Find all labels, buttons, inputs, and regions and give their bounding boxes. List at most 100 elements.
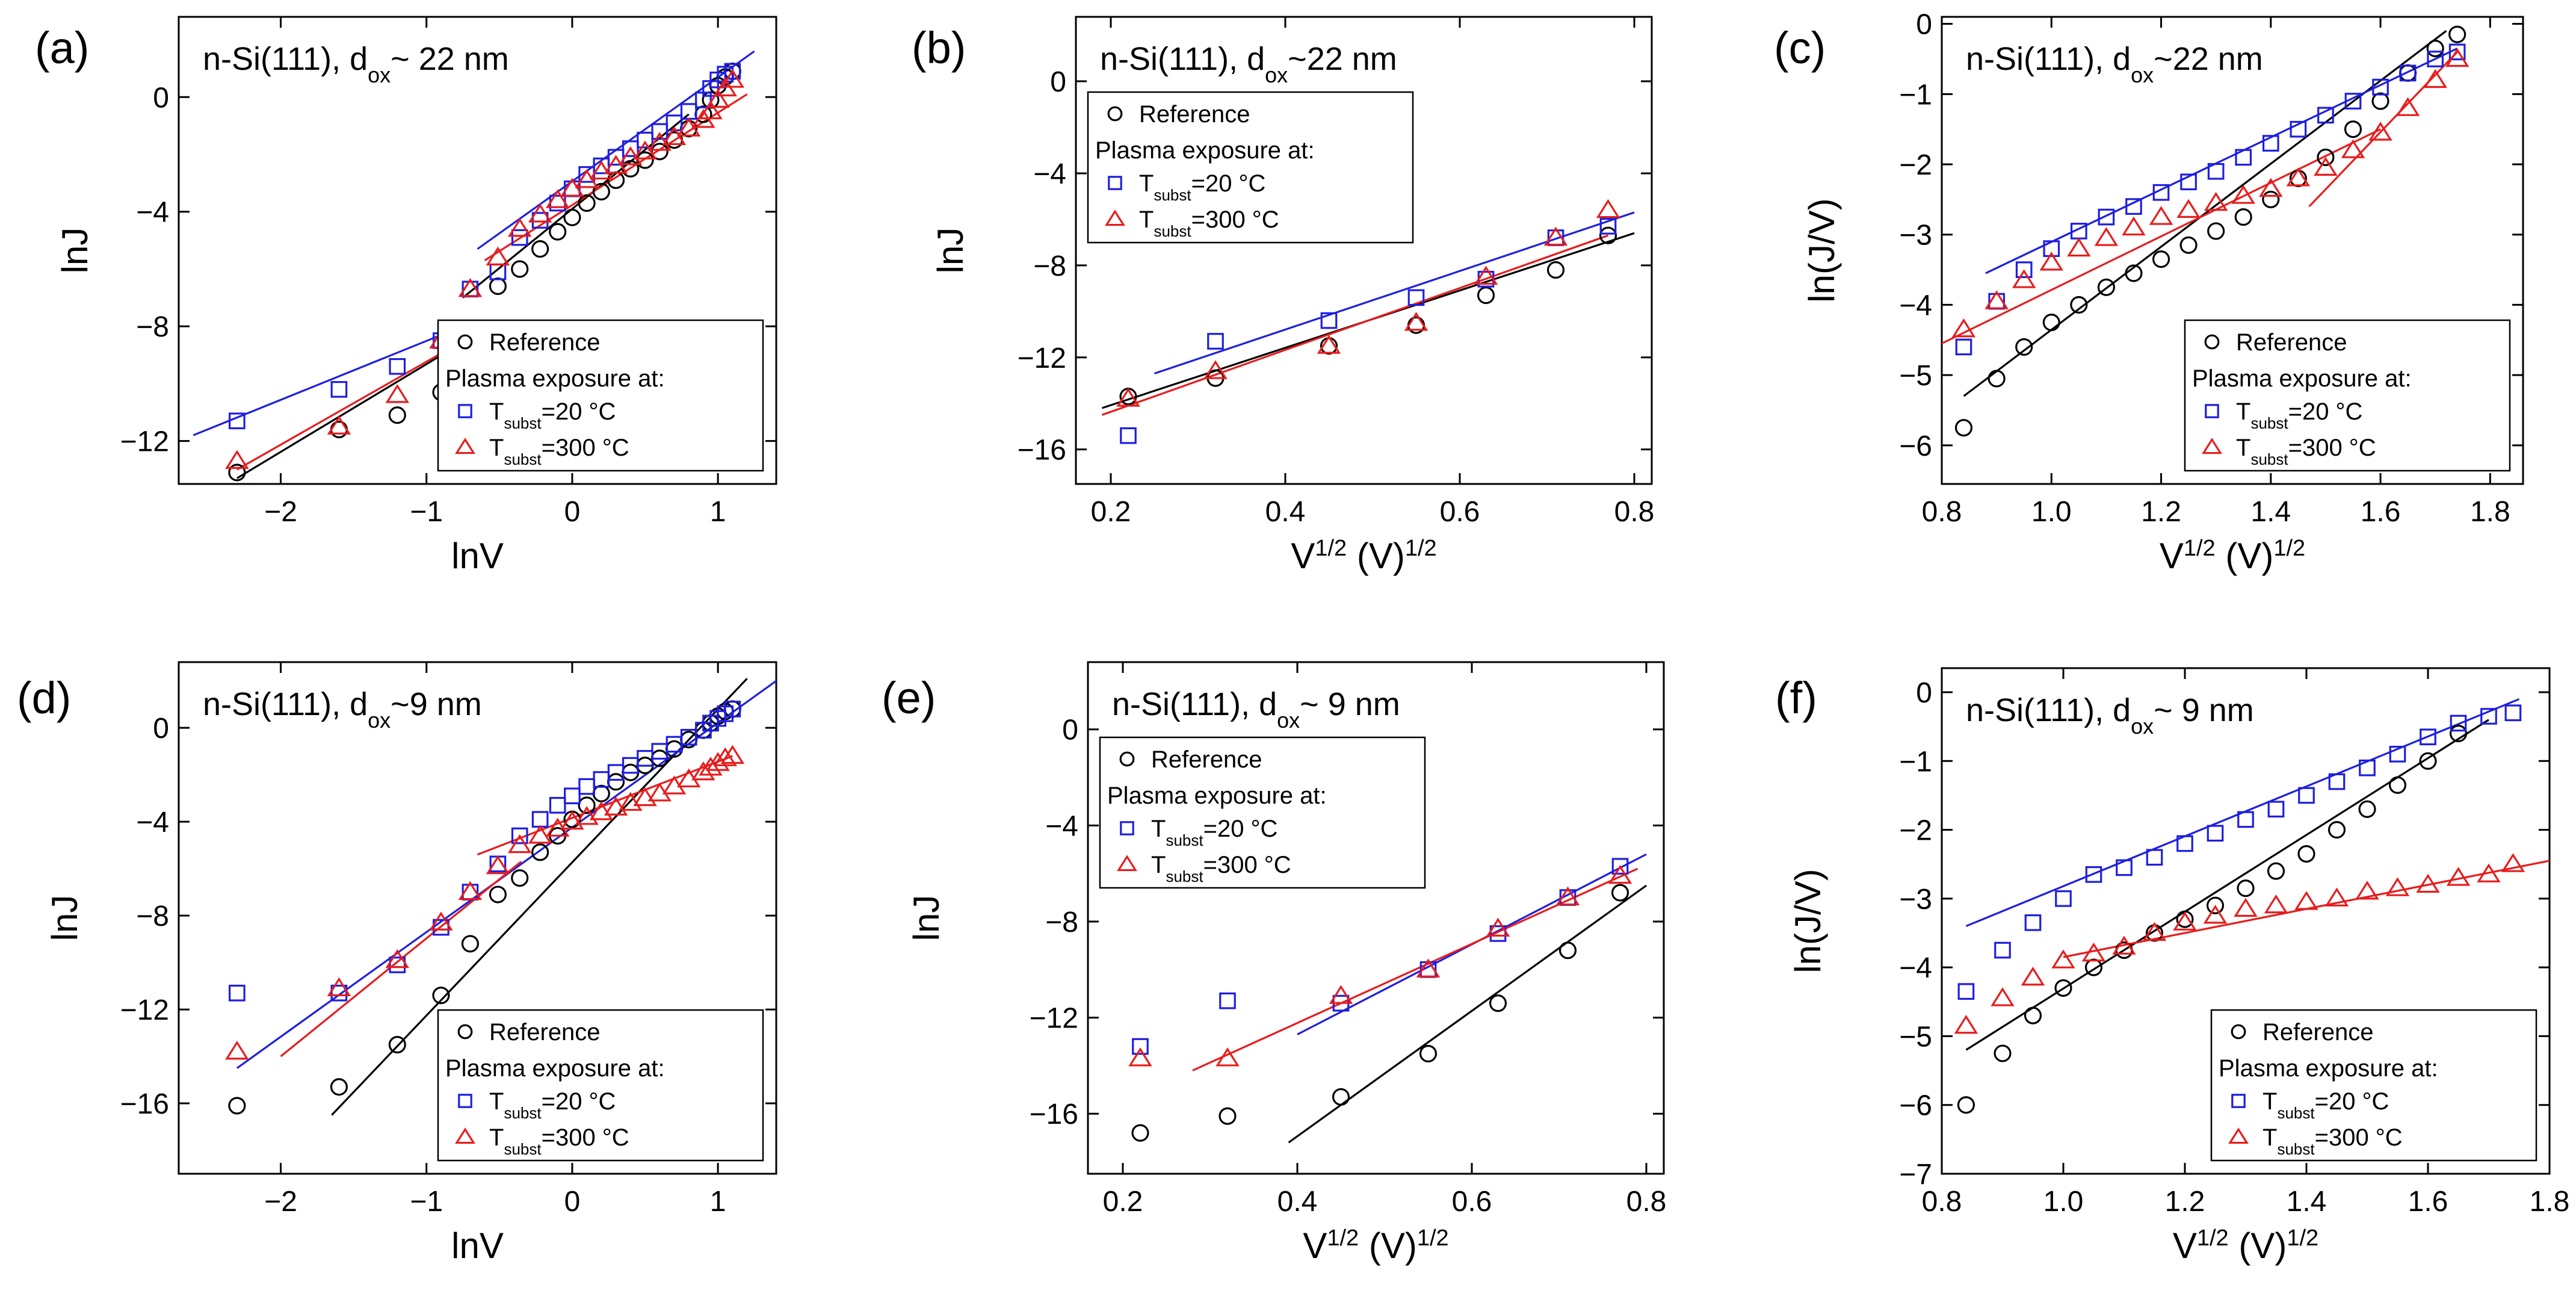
data-point	[2231, 185, 2255, 204]
data-point	[2081, 942, 2106, 962]
legend-marker-t300	[2202, 438, 2222, 454]
fit-line	[477, 755, 733, 856]
data-point	[2259, 178, 2283, 197]
legend-marker-reference	[1107, 106, 1123, 122]
data-point	[2371, 92, 2389, 110]
x-tick-label: 1.4	[2287, 1186, 2327, 1218]
data-point	[458, 277, 483, 297]
x-axis-label-sup: 1/2	[1315, 536, 1347, 561]
x-tick-label: 0	[564, 496, 581, 528]
data-point	[2328, 773, 2346, 790]
data-point	[699, 757, 723, 776]
data-point	[662, 775, 687, 795]
legend-t300-prefix: T	[1139, 206, 1154, 233]
legend-t20-value: =20 °C	[542, 1088, 616, 1115]
series-reference	[1131, 884, 1629, 1142]
data-point	[2501, 853, 2525, 872]
data-point	[1599, 218, 1617, 235]
data-point	[1207, 333, 1224, 350]
data-point	[2298, 787, 2315, 804]
chart-title-sub: ox	[2131, 714, 2154, 739]
legend-t20-label: Tsubst=20 °C	[1139, 170, 1265, 204]
x-tick-label: 0.2	[1091, 496, 1131, 528]
data-point	[1219, 1107, 1237, 1125]
data-point	[564, 787, 581, 805]
data-point	[2149, 206, 2173, 225]
data-point	[2389, 746, 2406, 763]
x-tick-label: 0.6	[1440, 496, 1480, 528]
data-point	[330, 984, 348, 1002]
data-point	[385, 384, 410, 403]
legend-marker-reference	[457, 334, 473, 350]
data-point	[549, 223, 567, 241]
data-point	[385, 949, 410, 969]
data-point	[2039, 252, 2063, 271]
legend-plasma-label: Plasma exposure at:	[1095, 137, 1315, 164]
data-point	[2122, 216, 2146, 236]
legend-t20-value: =20 °C	[2315, 1088, 2389, 1115]
y-axis-label: lnJ	[906, 895, 947, 941]
x-tick-label: 1	[710, 1186, 726, 1218]
data-point	[1489, 994, 1507, 1012]
data-point	[1957, 983, 1975, 1000]
y-tick-label: −6	[1899, 1090, 1932, 1122]
y-tick-label: −4	[1045, 810, 1078, 842]
legend-marker-reference	[457, 1024, 473, 1040]
data-point	[2054, 979, 2072, 997]
series-t20	[1955, 43, 2466, 356]
chart-title-sub: ox	[368, 63, 391, 87]
x-tick-label: 0.8	[1922, 496, 1962, 528]
data-point	[2262, 135, 2279, 152]
data-point	[2180, 173, 2197, 191]
data-point	[2070, 296, 2088, 314]
legend-t20-prefix: T	[2262, 1088, 2277, 1115]
data-point	[2234, 897, 2258, 917]
y-tick-label: −2	[1899, 149, 1932, 181]
legend-t300-prefix: T	[489, 435, 504, 461]
legend-marker-t300	[1117, 855, 1137, 872]
data-point	[486, 855, 510, 875]
legend-marker-t20	[1120, 821, 1134, 835]
data-point	[2423, 69, 2447, 88]
data-layer	[193, 50, 755, 482]
data-point	[1988, 370, 2006, 388]
legend-t20-value: =20 °C	[1191, 170, 1266, 197]
data-point	[1951, 318, 1976, 338]
data-point	[1543, 226, 1568, 246]
legend-t300-value: =300 °C	[542, 435, 629, 461]
x-axis-label: lnV	[451, 1226, 504, 1266]
y-tick-label: −12	[120, 994, 169, 1026]
data-point	[2085, 866, 2102, 883]
data-point	[2480, 708, 2497, 725]
data-point	[2341, 139, 2365, 158]
legend-t20-label: Tsubst=20 °C	[1151, 816, 1277, 849]
legend-plasma-label: Plasma exposure at:	[2219, 1055, 2438, 1082]
data-point	[2450, 714, 2467, 732]
data-point	[549, 797, 566, 814]
data-point	[607, 149, 625, 166]
legend-reference-label: Reference	[489, 1019, 601, 1046]
data-point	[1416, 958, 1441, 978]
x-tick-label: 1.6	[2361, 496, 2401, 528]
chart-title-sub: ox	[1265, 63, 1288, 87]
data-point	[1329, 985, 1353, 1004]
data-point	[2067, 237, 2091, 257]
data-point	[563, 208, 581, 226]
data-point	[724, 701, 741, 717]
panel-label: (d)	[17, 673, 71, 723]
data-point	[2317, 107, 2334, 124]
legend-t300-value: =300 °C	[1191, 206, 1279, 233]
data-point	[2142, 922, 2167, 941]
data-point	[713, 747, 737, 766]
data-point	[592, 784, 610, 802]
data-point	[2042, 314, 2060, 332]
fit-line	[236, 336, 471, 479]
series-t300	[1116, 199, 1620, 407]
x-axis-label-sup: 1/2	[1327, 1226, 1359, 1251]
data-point	[2426, 39, 2444, 58]
